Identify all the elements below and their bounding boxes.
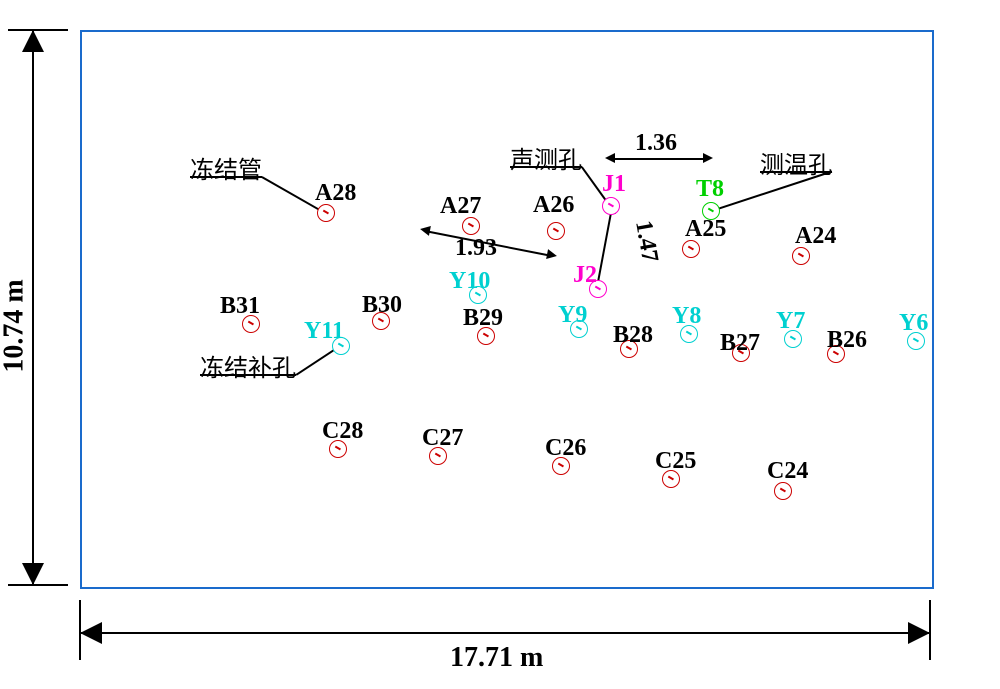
dim-height-ext-bot — [8, 584, 68, 586]
point-label-B30: B30 — [362, 292, 402, 319]
point-label-B26: B26 — [827, 327, 867, 354]
inner-dim-d147: 1.47 — [629, 218, 663, 264]
callout-underline-frozen_pipe — [190, 176, 262, 178]
dim-height-line — [32, 30, 34, 585]
point-label-Y10: Y10 — [449, 268, 490, 295]
inner-dim-arrow-d136 — [605, 153, 615, 163]
point-label-A24: A24 — [795, 223, 836, 250]
diagram-container: { "canvas": { "width": 1000, "height": 6… — [0, 0, 1000, 689]
point-label-T8: T8 — [696, 176, 724, 203]
callout-underline-sound_hole — [510, 166, 582, 168]
point-label-B27: B27 — [720, 330, 760, 357]
callout-underline-temp_hole — [760, 171, 832, 173]
dim-height-ext-top — [8, 29, 68, 31]
callout-frozen_supp: 冻结补孔 — [200, 348, 296, 383]
point-label-Y6: Y6 — [899, 310, 928, 337]
inner-dim-d136: 1.36 — [635, 130, 677, 157]
inner-dim-arrow-d136 — [703, 153, 713, 163]
point-label-C26: C26 — [545, 435, 586, 462]
point-label-Y7: Y7 — [776, 308, 805, 335]
point-label-B28: B28 — [613, 322, 653, 349]
inner-dim-arrow-d193 — [546, 249, 558, 261]
callout-underline-frozen_supp — [200, 374, 296, 376]
callout-frozen_pipe: 冻结管 — [190, 150, 262, 185]
point-label-A25: A25 — [685, 216, 726, 243]
point-label-A28: A28 — [315, 180, 356, 207]
inner-dim-line-d147 — [596, 209, 612, 289]
plot-area: 冻结管声测孔测温孔冻结补孔1.361.931.47A28A27A26A25A24… — [80, 30, 930, 585]
dim-height-arrow-top — [22, 30, 44, 52]
point-label-A26: A26 — [533, 192, 574, 219]
dim-width-line — [80, 632, 930, 634]
point-label-Y11: Y11 — [304, 318, 344, 345]
dim-height-label: 10.74 m — [0, 279, 31, 372]
point-label-Y9: Y9 — [558, 302, 587, 329]
point-label-C27: C27 — [422, 425, 463, 452]
dim-width-arrow-left — [80, 622, 102, 644]
point-label-J2: J2 — [573, 262, 597, 289]
dim-width-ext-left — [79, 600, 81, 660]
point-label-C28: C28 — [322, 418, 363, 445]
callout-sound_hole: 声测孔 — [510, 140, 582, 175]
dim-width-ext-right — [929, 600, 931, 660]
inner-dim-line-d136 — [610, 158, 708, 160]
point-label-C25: C25 — [655, 448, 696, 475]
point-label-A27: A27 — [440, 193, 481, 220]
dim-width-label: 17.71 m — [450, 642, 543, 674]
point-label-Y8: Y8 — [672, 303, 701, 330]
point-label-B29: B29 — [463, 305, 503, 332]
inner-dim-arrow-d193 — [419, 224, 431, 236]
point-label-J1: J1 — [602, 171, 626, 198]
dim-width-arrow-right — [908, 622, 930, 644]
point-label-B31: B31 — [220, 293, 260, 320]
dim-height-arrow-bottom — [22, 563, 44, 585]
point-label-C24: C24 — [767, 458, 808, 485]
